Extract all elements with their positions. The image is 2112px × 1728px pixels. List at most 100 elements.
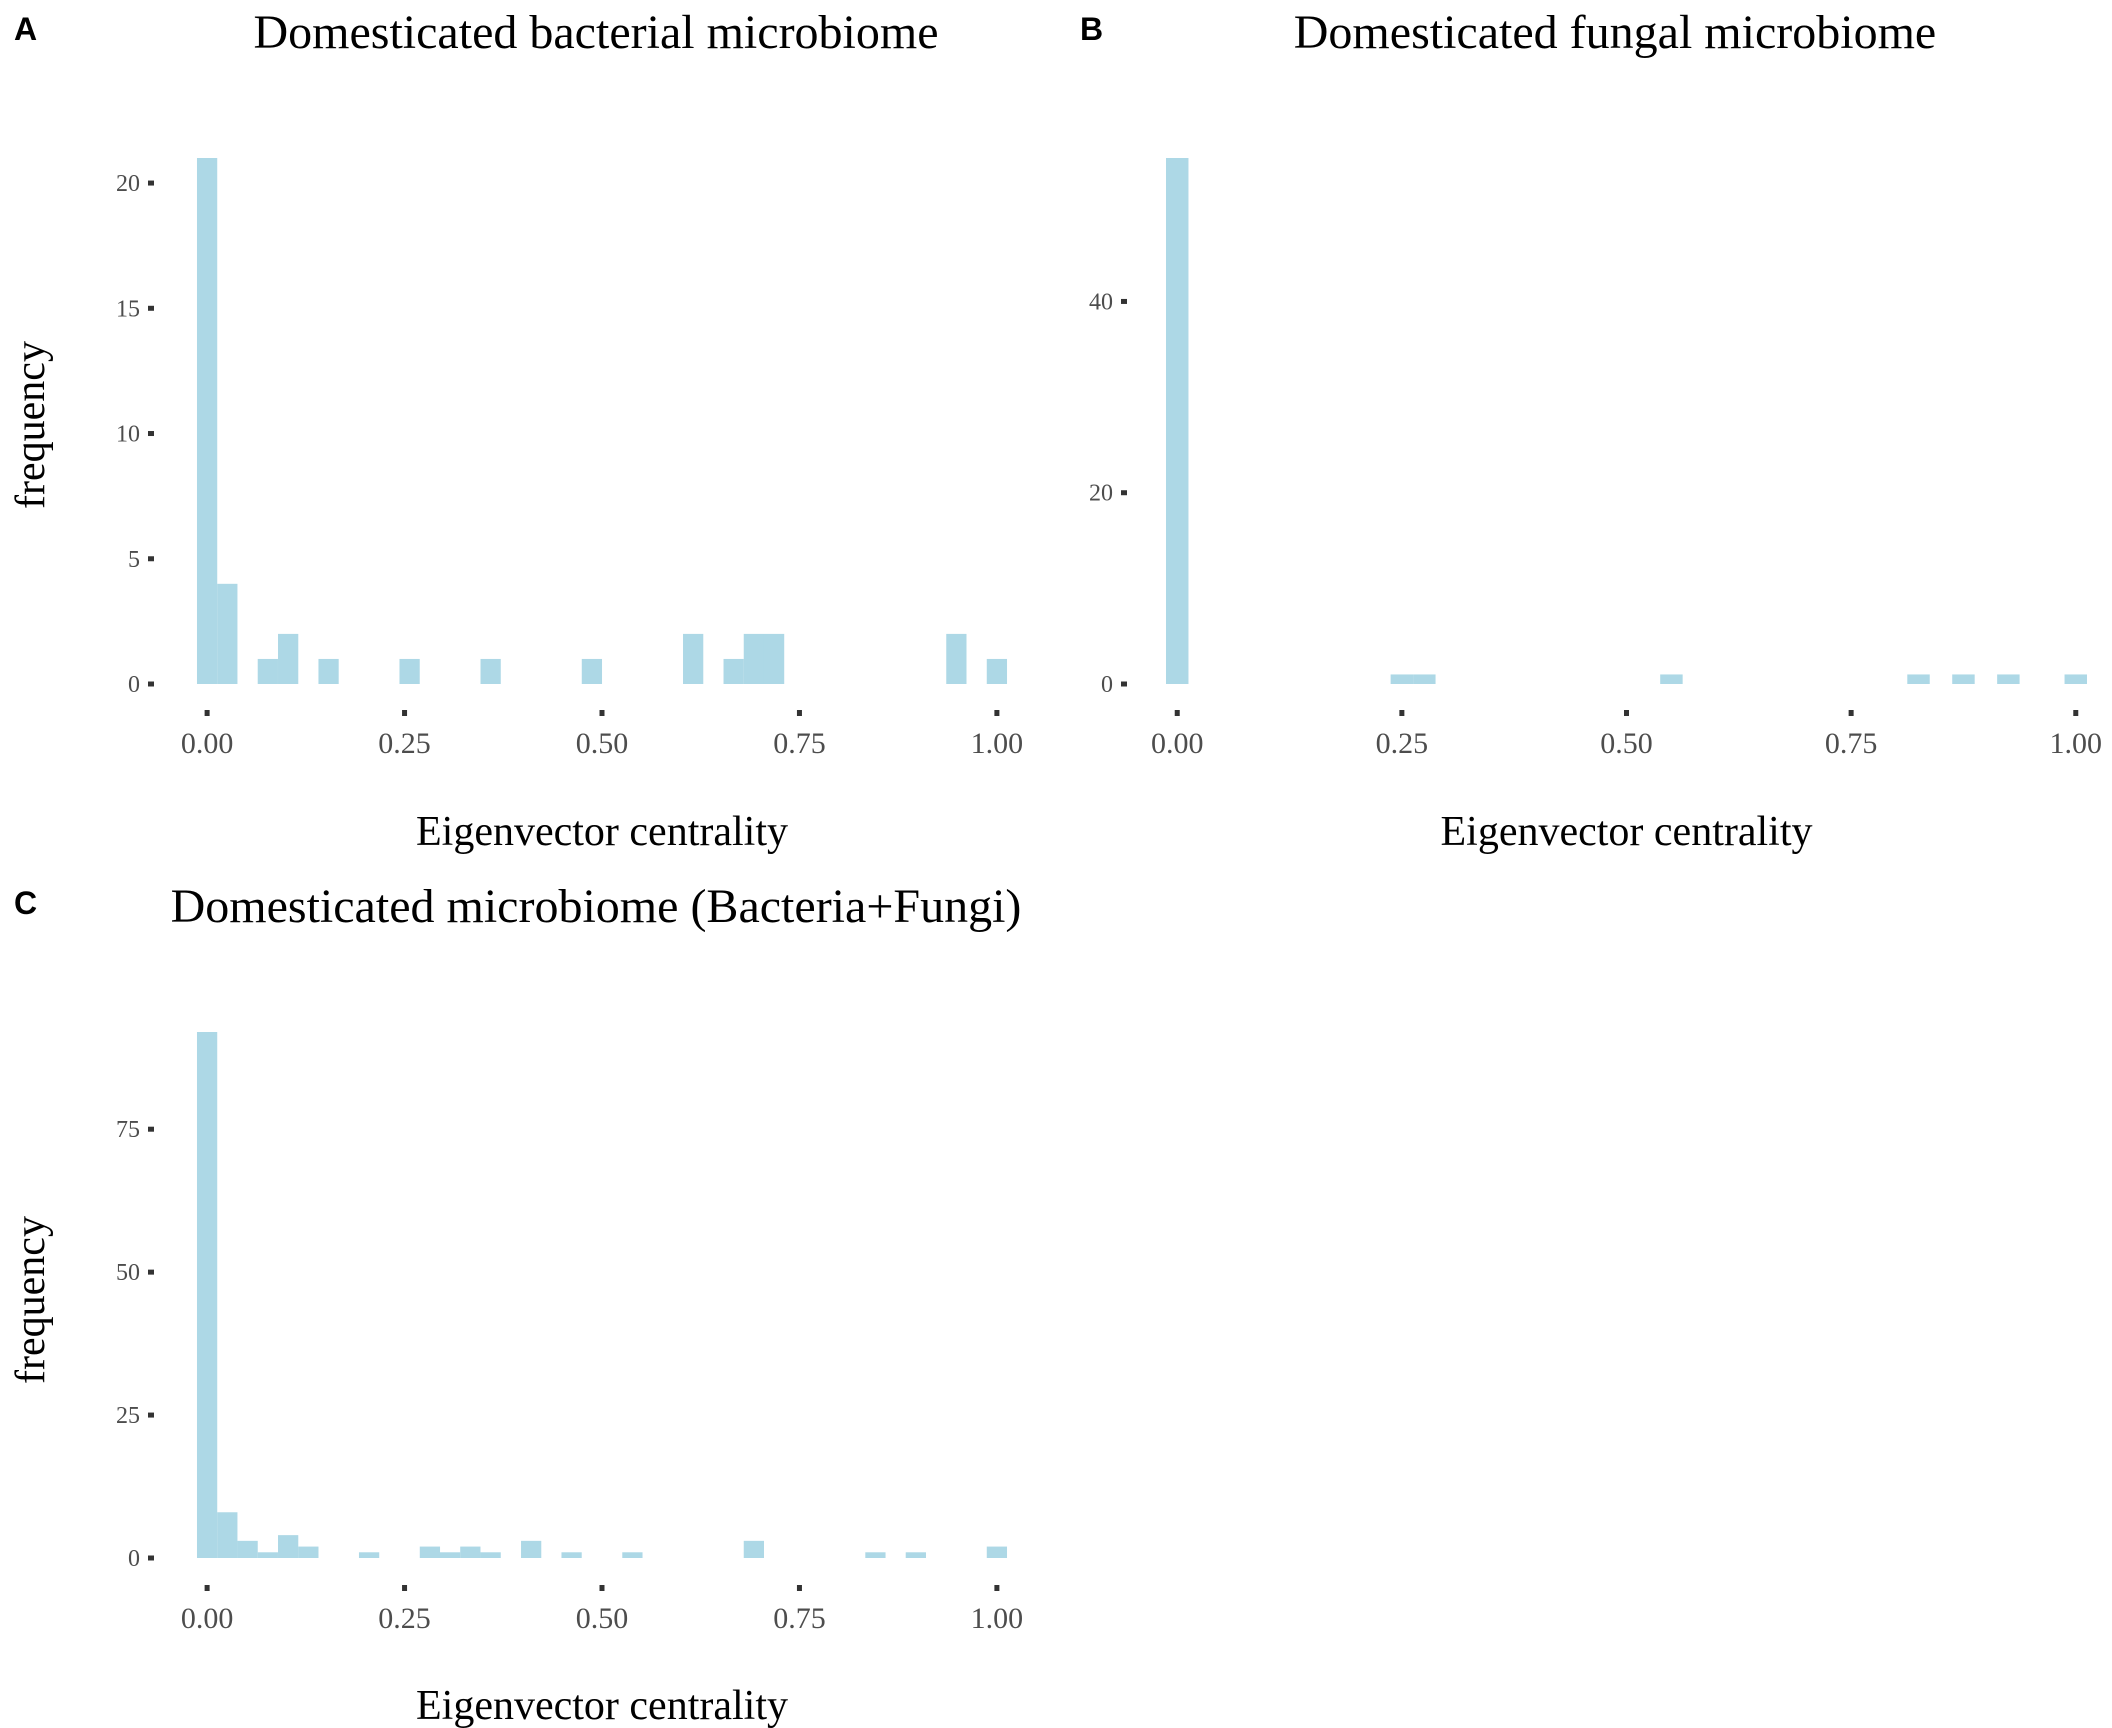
histogram-bar [1952,674,1975,684]
x-axis-title: Eigenvector centrality [1441,809,1813,855]
y-tick-label: 20 [1089,481,1113,507]
histogram-bar [1660,674,1683,684]
y-tick-mark [148,1412,154,1418]
y-tick-mark [148,1555,154,1561]
x-tick-label: 0.25 [1376,727,1429,760]
y-tick-mark [148,180,154,186]
histogram-bar [1907,674,1930,684]
y-tick-mark [1121,681,1127,687]
histogram-bar [399,658,420,684]
y-tick-label: 15 [116,296,140,322]
y-tick-mark [148,305,154,311]
histogram-bar [986,1546,1008,1558]
x-tick-label: 0.50 [576,1602,629,1635]
chart-title: Domesticated fungal microbiome [1294,6,1936,59]
y-tick-mark [1121,298,1127,304]
x-tick-mark [796,1585,802,1591]
histogram-bar [196,1032,218,1558]
y-tick-mark [148,681,154,687]
x-tick-mark [1624,710,1629,716]
panel-letter: C [14,885,37,921]
histogram-bar [318,658,339,684]
histogram-bar [683,633,704,684]
histogram-bar [865,1552,886,1558]
x-tick-label: 1.00 [2050,727,2103,760]
y-tick-mark [148,431,154,437]
panel-b: B Domesticated fungal microbiome 0.00 0.25 0… [1080,6,2102,855]
histogram-bar [440,1552,461,1558]
histogram-bar [561,1552,582,1558]
x-axis-title: Eigenvector centrality [416,809,788,855]
histogram-bar [257,1552,278,1558]
histogram-bar [581,658,603,684]
y-tick-mark [148,556,154,562]
y-tick-label: 0 [1101,672,1113,698]
panel-letter: A [14,11,37,47]
histogram-bar [278,633,299,684]
histogram-bar [196,158,218,684]
x-tick-label: 0.75 [1825,727,1878,760]
histogram-bar [480,1552,501,1558]
y-tick-label: 75 [116,1117,140,1143]
y-tick-label: 0 [128,1546,140,1572]
x-tick-mark [1174,710,1180,716]
y-tick-mark [148,1269,154,1275]
panel-c: C Domesticated microbiome (Bacteria+Fungi… [8,880,1023,1728]
histogram-bar [358,1552,380,1558]
x-tick-label: 0.75 [773,1602,826,1635]
x-tick-label: 0.00 [181,1602,234,1635]
x-tick-mark [204,1585,210,1591]
chart-title: Domesticated bacterial microbiome [253,6,938,59]
x-tick-label: 0.00 [181,727,234,760]
histogram-bar [1997,674,2020,684]
y-tick-mark [148,1126,154,1132]
x-tick-mark [402,1585,408,1591]
histogram-bar [460,1546,481,1558]
x-tick-label: 0.50 [576,727,629,760]
x-tick-label: 0.50 [1600,727,1653,760]
histogram-bar [237,1540,258,1558]
y-tick-label: 5 [128,547,140,573]
x-tick-mark [994,1585,1000,1591]
histogram-bar [986,658,1008,684]
x-tick-mark [994,710,1000,716]
histogram-bar [480,658,501,684]
y-tick-label: 20 [116,171,140,197]
histogram-bar [521,1540,542,1558]
x-tick-mark [204,710,210,716]
histogram-bar [723,658,744,684]
x-tick-label: 1.00 [971,1602,1024,1635]
x-tick-mark [599,1585,605,1591]
y-tick-label: 0 [128,672,140,698]
histogram-bar [1390,674,1414,684]
histogram-bar [946,633,967,684]
x-tick-mark [1848,710,1854,716]
chart-title: Domesticated microbiome (Bacteria+Fungi) [171,880,1022,933]
x-tick-mark [402,710,408,716]
histogram-bar [1413,674,1436,684]
x-tick-mark [2073,710,2079,716]
histogram-bar [763,633,785,684]
histogram-bar [298,1546,319,1558]
histogram-bar [217,1512,238,1558]
histogram-bar [1166,158,1189,684]
histogram-bar [419,1546,441,1558]
y-tick-label: 40 [1089,289,1113,315]
x-tick-label: 0.75 [773,727,826,760]
y-tick-mark [1121,490,1127,496]
histogram-bar [905,1552,926,1558]
y-tick-label: 50 [116,1260,140,1286]
x-tick-label: 0.25 [378,727,431,760]
y-tick-label: 10 [116,422,140,448]
x-tick-mark [796,710,802,716]
histogram-bar [257,658,278,684]
histogram-bar [622,1552,643,1558]
y-tick-label: 25 [116,1403,140,1429]
y-axis-title: frequency [8,1216,54,1384]
y-axis-title: frequency [8,341,54,509]
histogram-bar [2064,674,2087,684]
histogram-bar [217,583,238,684]
x-axis-title: Eigenvector centrality [416,1683,788,1728]
histogram-bar [278,1535,299,1558]
